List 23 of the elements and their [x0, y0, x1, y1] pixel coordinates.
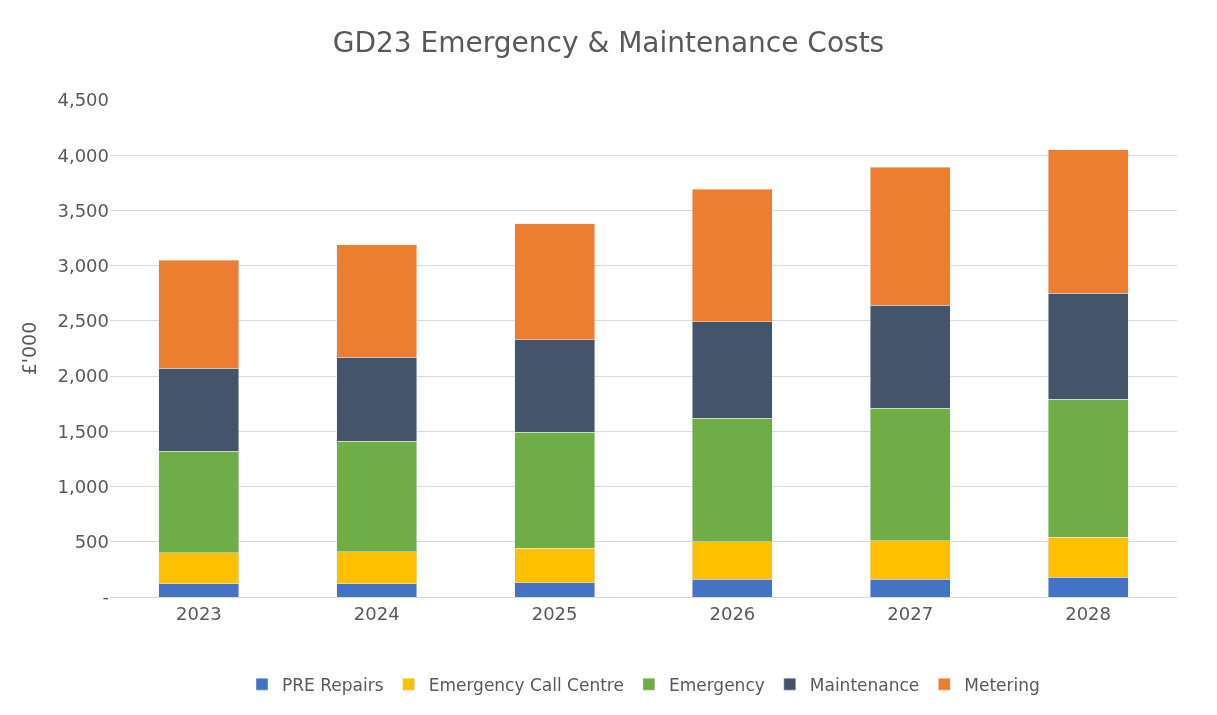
legend-label: Metering: [964, 674, 1040, 695]
chart-title: GD23 Emergency & Maintenance Costs: [332, 25, 885, 59]
y-axis-title: £'000: [18, 321, 41, 376]
x-tick-label: 2025: [531, 602, 578, 624]
y-tick-label: 2,500: [57, 310, 109, 332]
y-tick-label: 2,000: [57, 365, 109, 387]
x-tick-label: 2023: [176, 602, 222, 624]
legend-label: PRE Repairs: [282, 674, 384, 695]
legend-label: Emergency: [668, 674, 765, 695]
y-tick-label: 3,000: [57, 254, 109, 276]
y-tick-label: 4,000: [57, 144, 109, 166]
x-tick-label: 2024: [353, 602, 400, 624]
x-tick-label: 2026: [709, 602, 756, 624]
y-tick-label: 1,500: [57, 420, 109, 442]
y-tick-label: 500: [74, 531, 109, 553]
x-tick-label: 2027: [887, 602, 934, 624]
y-tick-label: -: [102, 586, 109, 608]
y-tick-label: 1,000: [57, 475, 109, 497]
x-tick-label: 2028: [1065, 602, 1111, 624]
legend-label: Maintenance: [809, 674, 920, 695]
legend-label: Emergency Call Centre: [428, 674, 624, 695]
y-tick-label: 3,500: [57, 199, 109, 221]
y-tick-label: 4,500: [57, 89, 109, 111]
